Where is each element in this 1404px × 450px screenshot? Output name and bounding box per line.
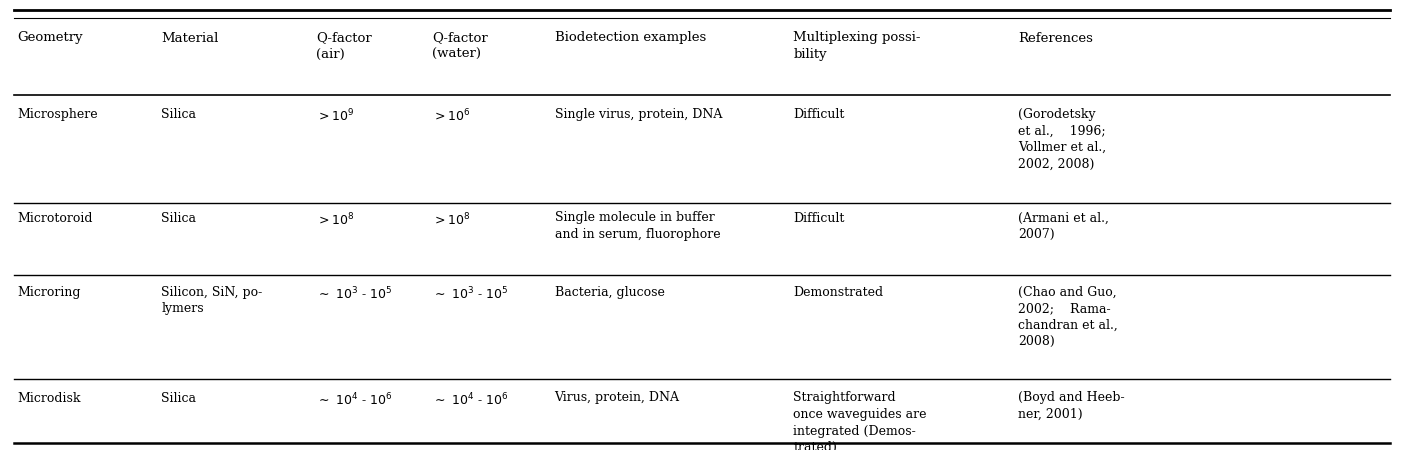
Text: Difficult: Difficult	[793, 108, 845, 121]
Text: $>$$10^8$: $>$$10^8$	[316, 212, 354, 228]
Text: (Armani et al.,
2007): (Armani et al., 2007)	[1018, 212, 1109, 241]
Text: Q-factor
(water): Q-factor (water)	[432, 32, 489, 61]
Text: $\sim$ $10^4$ - $10^6$: $\sim$ $10^4$ - $10^6$	[316, 392, 392, 408]
Text: References: References	[1018, 32, 1092, 45]
Text: (Gorodetsky
et al.,    1996;
Vollmer et al.,
2002, 2008): (Gorodetsky et al., 1996; Vollmer et al.…	[1018, 108, 1106, 171]
Text: (Chao and Guo,
2002;    Rama-
chandran et al.,
2008): (Chao and Guo, 2002; Rama- chandran et a…	[1018, 286, 1118, 348]
Text: Q-factor
(air): Q-factor (air)	[316, 32, 372, 61]
Text: Microdisk: Microdisk	[17, 392, 80, 405]
Text: Straightforward
once waveguides are
integrated (Demos-
trated): Straightforward once waveguides are inte…	[793, 392, 927, 450]
Text: Material: Material	[161, 32, 219, 45]
Text: Single molecule in buffer
and in serum, fluorophore: Single molecule in buffer and in serum, …	[555, 212, 720, 241]
Text: $>$$10^8$: $>$$10^8$	[432, 212, 470, 228]
Text: Silicon, SiN, po-
lymers: Silicon, SiN, po- lymers	[161, 286, 263, 315]
Text: Demonstrated: Demonstrated	[793, 286, 883, 299]
Text: Biodetection examples: Biodetection examples	[555, 32, 706, 45]
Text: Geometry: Geometry	[17, 32, 83, 45]
Text: $>$$10^6$: $>$$10^6$	[432, 108, 470, 125]
Text: Microtoroid: Microtoroid	[17, 212, 93, 225]
Text: Silica: Silica	[161, 392, 197, 405]
Text: $\sim$ $10^4$ - $10^6$: $\sim$ $10^4$ - $10^6$	[432, 392, 508, 408]
Text: Difficult: Difficult	[793, 212, 845, 225]
Text: Single virus, protein, DNA: Single virus, protein, DNA	[555, 108, 722, 121]
Text: Multiplexing possi-
bility: Multiplexing possi- bility	[793, 32, 921, 61]
Text: (Boyd and Heeb-
ner, 2001): (Boyd and Heeb- ner, 2001)	[1018, 392, 1125, 421]
Text: Microring: Microring	[17, 286, 80, 299]
Text: Microsphere: Microsphere	[17, 108, 97, 121]
Text: $\sim$ $10^3$ - $10^5$: $\sim$ $10^3$ - $10^5$	[316, 286, 392, 302]
Text: Virus, protein, DNA: Virus, protein, DNA	[555, 392, 680, 405]
Text: Bacteria, glucose: Bacteria, glucose	[555, 286, 664, 299]
Text: $\sim$ $10^3$ - $10^5$: $\sim$ $10^3$ - $10^5$	[432, 286, 508, 302]
Text: Silica: Silica	[161, 108, 197, 121]
Text: Silica: Silica	[161, 212, 197, 225]
Text: $>$$10^9$: $>$$10^9$	[316, 108, 354, 125]
